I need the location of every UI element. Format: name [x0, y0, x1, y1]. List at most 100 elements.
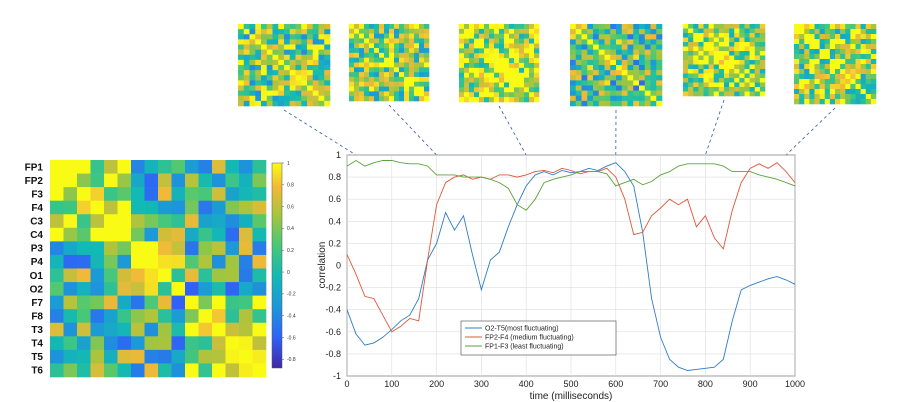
snapshot-cell	[261, 49, 268, 56]
snapshot-cell	[324, 44, 331, 50]
heatmap-cell	[144, 160, 159, 174]
heatmap-cell	[212, 160, 226, 174]
y-tick-label: -0.8	[325, 349, 341, 359]
snapshot-cell	[349, 96, 355, 102]
heatmap-cell	[50, 309, 64, 324]
snapshot-cell	[261, 29, 268, 35]
snapshot-cell	[261, 90, 268, 97]
snapshot-cell	[266, 90, 273, 97]
snapshot-cell	[799, 79, 805, 85]
snapshot-cell	[570, 65, 577, 71]
snapshot-cell	[814, 89, 820, 95]
snapshot-cell	[312, 95, 319, 102]
snapshot-cell	[598, 90, 605, 97]
heatmap-cell	[104, 309, 118, 324]
heatmap-cell	[212, 349, 226, 364]
snapshot-cell	[324, 95, 331, 102]
snapshot-cell	[809, 24, 815, 30]
snapshot-cell	[384, 62, 390, 68]
snapshot-cell	[419, 28, 425, 34]
y-tick-label: 0.2	[328, 238, 341, 248]
snapshot-cell	[359, 86, 365, 92]
snapshot-cell	[284, 75, 291, 81]
snapshot-cell	[266, 34, 273, 40]
snapshot-cell	[688, 69, 694, 74]
heatmap-cell	[144, 363, 159, 378]
heatmap-cell	[50, 295, 64, 310]
snapshot-cell	[524, 72, 530, 78]
snapshot-cell	[819, 84, 826, 90]
snapshot-cell	[804, 84, 810, 90]
snapshot-cell	[301, 39, 308, 45]
snapshot-cell	[627, 100, 634, 107]
snapshot-cell	[272, 29, 279, 35]
snapshot-cell	[575, 59, 582, 66]
snapshot-cell	[379, 86, 385, 92]
snapshot-cell	[734, 73, 740, 79]
snapshot-cell	[840, 39, 846, 45]
snapshot-cell	[534, 28, 540, 35]
snapshot-cell	[514, 67, 520, 74]
snapshot-cell	[656, 95, 663, 102]
snapshot-cell	[384, 81, 390, 87]
snapshot-cell	[534, 92, 540, 98]
snapshot-cell	[318, 65, 325, 71]
snapshot-cell	[295, 29, 302, 35]
snapshot-cell	[389, 67, 395, 73]
snapshot-cell	[621, 100, 628, 107]
snapshot-cell	[384, 33, 390, 39]
heatmap-cell	[185, 268, 199, 283]
snapshot-cell	[359, 96, 365, 102]
heatmap-cell	[158, 322, 172, 337]
snapshot-cell	[819, 79, 826, 85]
snapshot-cell	[474, 63, 480, 69]
snapshot-cell	[519, 28, 525, 35]
snapshot-cell	[698, 91, 704, 97]
snapshot-cell	[524, 58, 530, 64]
snapshot-cell	[855, 99, 861, 105]
snapshot-cell	[616, 90, 623, 97]
snapshot-cell	[799, 49, 805, 55]
snapshot-cell	[255, 65, 262, 71]
heatmap-cell	[212, 322, 226, 337]
snapshot-cell	[870, 84, 877, 90]
snapshot-cell	[369, 38, 375, 44]
snapshot-cell	[529, 38, 535, 44]
snapshot-cell	[724, 87, 730, 92]
heatmap-cell	[252, 349, 267, 364]
snapshot-cell	[718, 87, 725, 92]
snapshot-cell	[389, 48, 395, 54]
snapshot-cell	[484, 77, 490, 83]
snapshot-cell	[394, 96, 400, 102]
snapshot-cell	[840, 49, 846, 55]
heatmap-cell	[185, 309, 199, 324]
snapshot-cell	[593, 29, 600, 35]
snapshot-cell	[744, 64, 750, 70]
snapshot-cell	[261, 24, 268, 30]
snapshot-cell	[307, 70, 314, 76]
heatmap-cell	[131, 282, 145, 296]
snapshot-cell	[301, 44, 308, 50]
snapshot-cell	[318, 24, 325, 30]
snapshot-cell	[374, 52, 380, 58]
snapshot-cell	[364, 52, 370, 58]
snapshot-cell	[312, 90, 319, 97]
snapshot-cell	[581, 75, 588, 81]
snapshot-cell	[604, 95, 611, 102]
snapshot-cell	[759, 28, 766, 34]
snapshot-cell	[494, 43, 500, 49]
snapshot-cell	[627, 75, 634, 81]
heatmap-cell	[158, 173, 172, 188]
snapshot-cell	[414, 24, 420, 30]
x-tick-label: 0	[344, 379, 349, 389]
colorbar-tick-label: 1	[287, 161, 290, 167]
snapshot-cell	[804, 99, 810, 105]
snapshot-cell	[384, 28, 390, 34]
snapshot-cell	[698, 64, 704, 70]
snapshot-cell	[469, 63, 475, 69]
heatmap-cell	[104, 214, 118, 229]
snapshot-cell	[399, 38, 405, 44]
snapshot-cell	[261, 100, 268, 107]
snapshot-cell	[794, 74, 800, 80]
snapshot-cell	[394, 52, 400, 58]
